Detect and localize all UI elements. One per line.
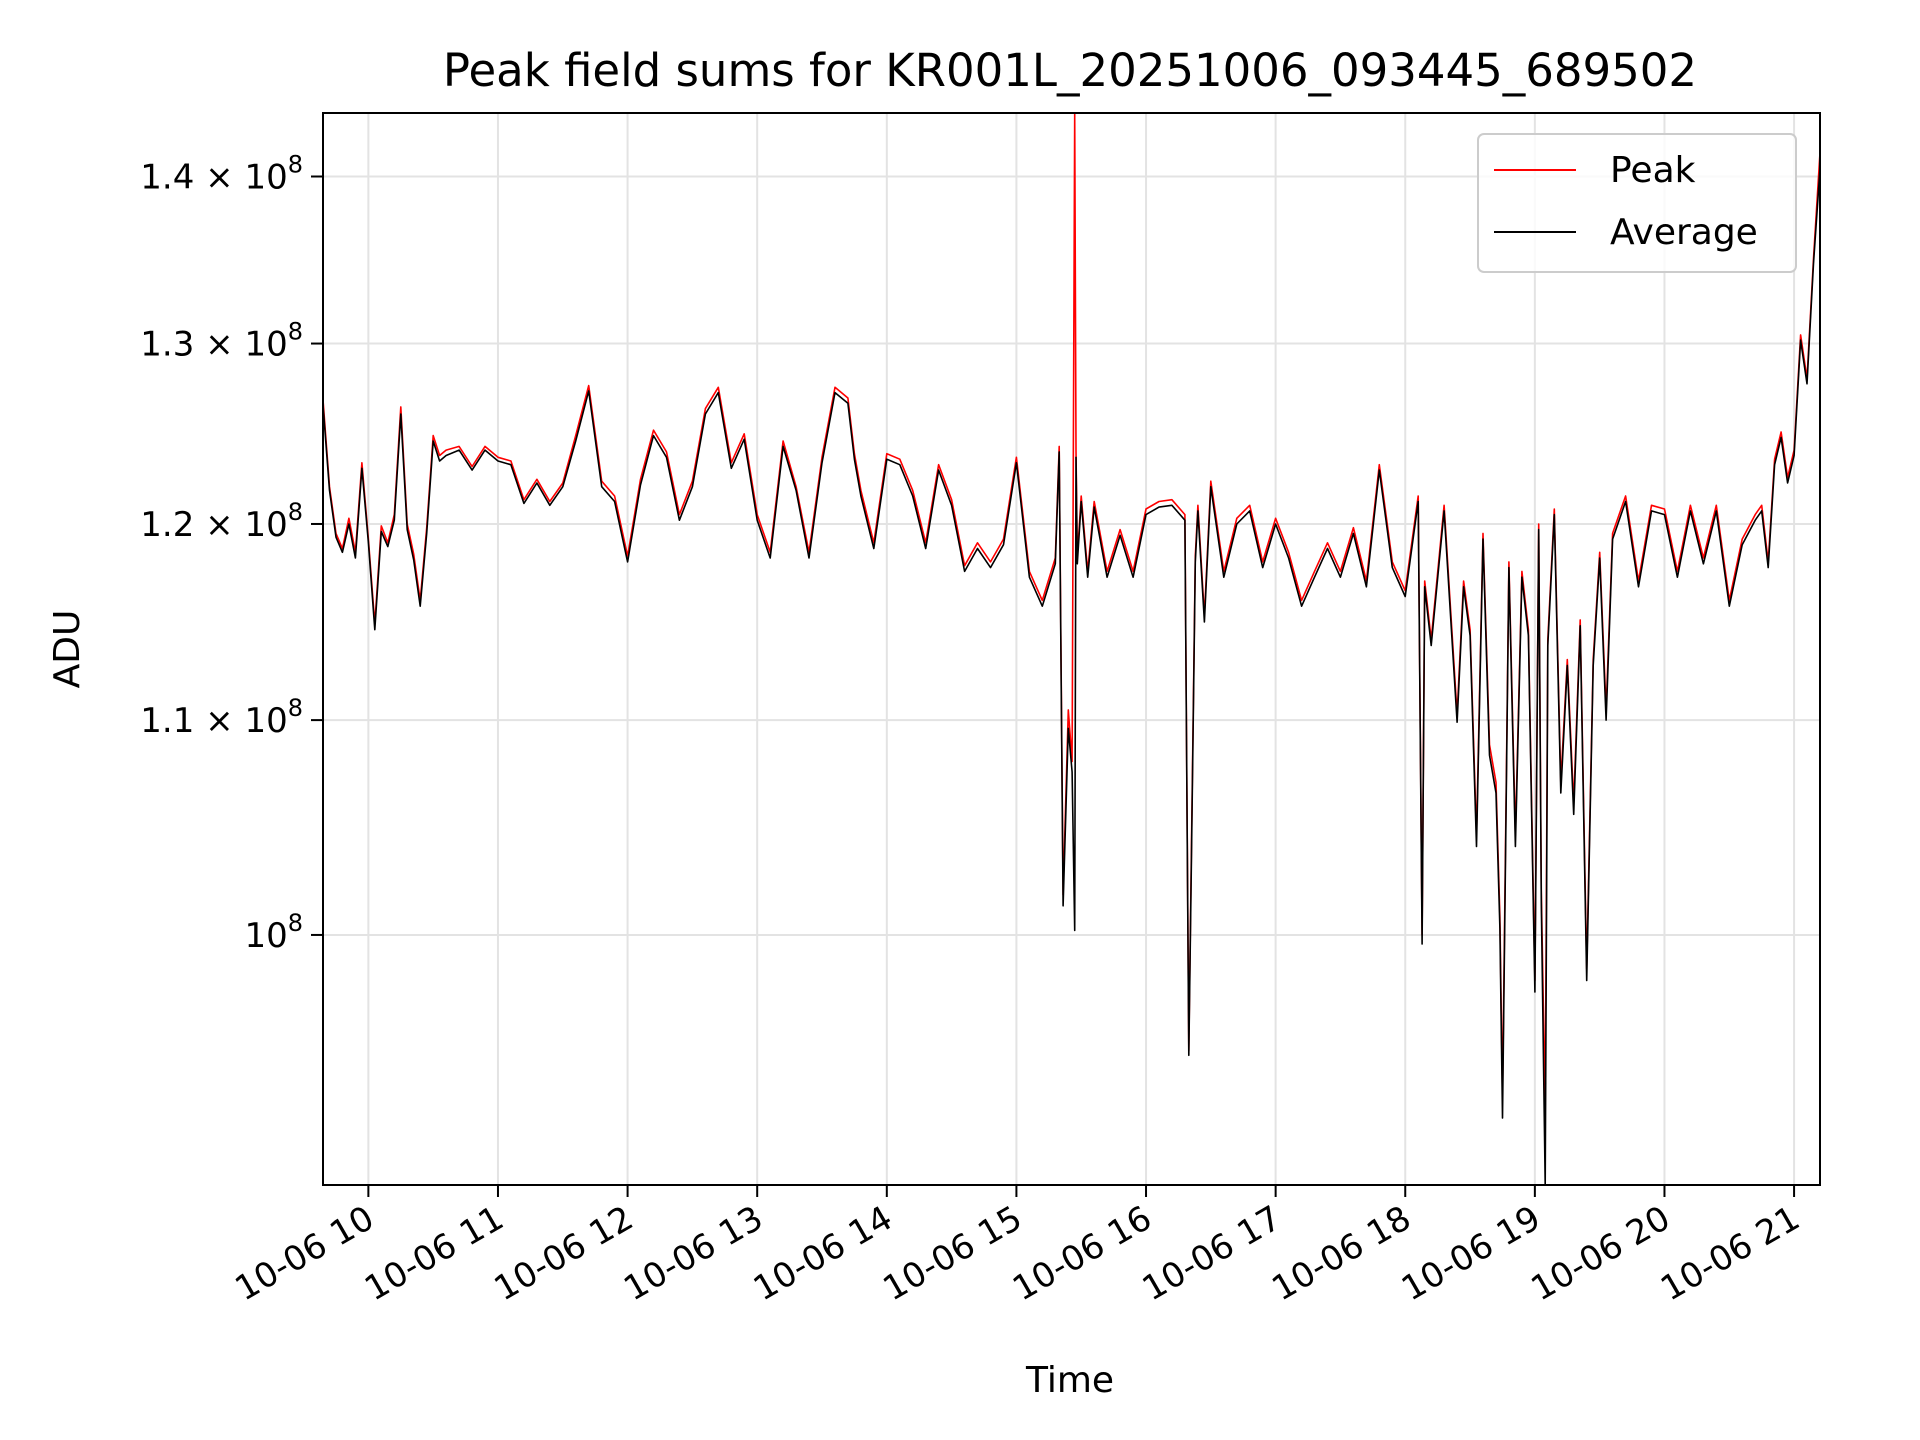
series-line-average [323, 168, 1820, 1185]
y-tick-label: 108 [244, 909, 303, 956]
legend-box [1477, 133, 1797, 273]
legend-label-peak: Peak [1610, 150, 1696, 191]
chart-title: Peak field sums for KR001L_20251006_0934… [443, 44, 1697, 97]
y-tick-label: 1.1 × 108 [140, 694, 303, 741]
y-tick-label: 1.2 × 108 [140, 498, 303, 545]
plot-frame [322, 112, 1821, 1186]
y-tick-label: 1.3 × 108 [140, 318, 303, 365]
legend: Peak Average [1477, 133, 1797, 273]
y-axis-label: ADU [47, 610, 88, 689]
y-axis: 108 1.1 × 108 1.2 × 108 1.3 × 108 1.4 × 108 [140, 151, 323, 956]
x-axis-label: Time [1025, 1360, 1114, 1401]
legend-label-average: Average [1610, 212, 1758, 253]
y-tick-label: 1.4 × 108 [140, 151, 303, 198]
series-group [323, 113, 1820, 1185]
